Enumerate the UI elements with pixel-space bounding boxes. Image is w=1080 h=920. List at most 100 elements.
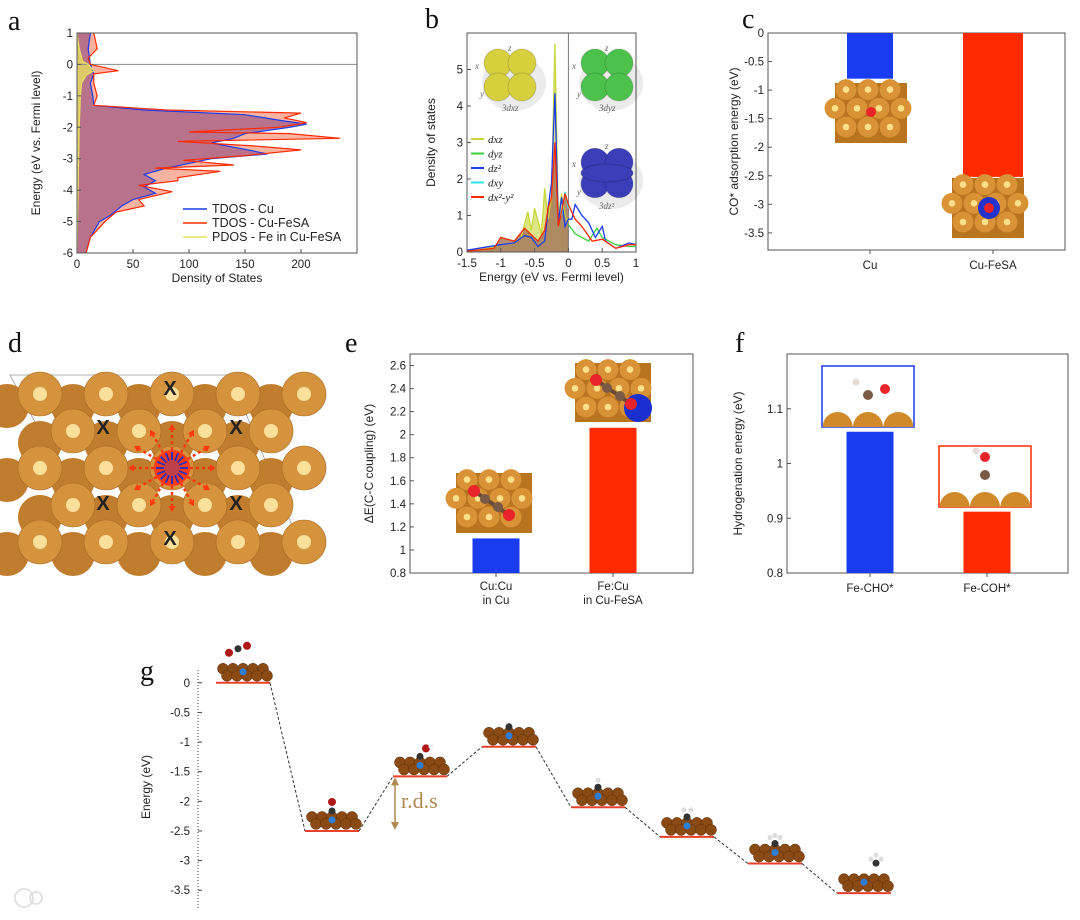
atom-highlight bbox=[970, 200, 978, 207]
adsorbate-atom bbox=[777, 835, 783, 841]
plot-frame-c bbox=[767, 32, 1066, 251]
atom-highlight bbox=[948, 200, 956, 207]
copper-atom bbox=[783, 850, 795, 863]
y-tick-label: -3.5 bbox=[744, 228, 764, 240]
y-tick-label: 0 bbox=[67, 59, 73, 71]
y-tick-label: 1.1 bbox=[767, 404, 783, 416]
legend-label: dx²-y² bbox=[488, 192, 514, 204]
copper-atom bbox=[517, 734, 529, 746]
intermediate-structure-3 bbox=[483, 723, 539, 746]
adsorbate-atom bbox=[767, 835, 773, 841]
panel-label-f: f bbox=[735, 328, 745, 359]
adsorbate-atom bbox=[328, 807, 336, 815]
copper-atom bbox=[438, 763, 450, 776]
adsorbate-atom bbox=[505, 723, 513, 731]
axis-letter-y: y bbox=[479, 89, 484, 99]
legend-label: TDOS - Cu-FeSA bbox=[212, 216, 310, 230]
bar-e-1 bbox=[589, 427, 637, 573]
adsorbate-atom bbox=[328, 797, 336, 806]
atom-highlight bbox=[886, 86, 894, 93]
panel-label-e: e bbox=[345, 328, 357, 359]
iron-atom bbox=[683, 822, 691, 830]
iron-atom bbox=[505, 732, 513, 740]
rds-label: r.d.s bbox=[401, 788, 438, 813]
y-tick-label: -1 bbox=[180, 737, 190, 749]
orbital-lobe bbox=[507, 72, 537, 102]
atom-highlight bbox=[99, 387, 113, 401]
adsorbate-atom bbox=[688, 807, 694, 813]
legend-label: dyz bbox=[488, 149, 503, 161]
copper-atom bbox=[853, 412, 883, 427]
y-tick-label: -0.5 bbox=[170, 707, 190, 719]
x-tick-label: -1 bbox=[496, 258, 506, 270]
arrowhead bbox=[203, 483, 211, 491]
copper-atom bbox=[487, 734, 499, 746]
legend-label: dxy bbox=[488, 178, 503, 190]
category-label: Cu:Cu bbox=[480, 581, 513, 593]
atom-highlight bbox=[264, 498, 278, 512]
copper-atom bbox=[695, 824, 707, 836]
atom-highlight bbox=[463, 476, 471, 483]
atom-highlight bbox=[264, 424, 278, 438]
carbon-atom bbox=[980, 470, 990, 480]
series-line-4 bbox=[466, 142, 636, 252]
atom-highlight bbox=[831, 105, 839, 112]
adsorbate-atom bbox=[225, 648, 233, 657]
iron-atom bbox=[239, 668, 247, 676]
copper-atom bbox=[261, 670, 273, 682]
y-axis-label: Energy (eV vs. Fermi level) bbox=[29, 71, 43, 216]
adsorbate-atom bbox=[590, 374, 602, 386]
y-axis-label: Energy (eV) bbox=[139, 755, 153, 819]
atom-highlight bbox=[33, 535, 47, 549]
legend-label: PDOS - Fe in Cu-FeSA bbox=[212, 230, 342, 244]
series-line-2 bbox=[466, 93, 637, 251]
category-label: Fe-CHO* bbox=[846, 583, 894, 595]
copper-atom bbox=[793, 850, 805, 863]
orbital-label: 3dxz bbox=[501, 103, 519, 113]
axis-letter-x: x bbox=[571, 61, 576, 71]
connector-line bbox=[269, 682, 306, 832]
copper-atom bbox=[221, 670, 233, 682]
atom-highlight bbox=[593, 385, 601, 392]
arrowhead bbox=[168, 506, 176, 512]
y-tick-label: -5 bbox=[63, 217, 73, 229]
y-tick-label: 1.4 bbox=[390, 499, 407, 511]
copper-atom bbox=[428, 763, 440, 776]
blocked-site-marker: X bbox=[96, 493, 110, 515]
y-tick-label: 0.8 bbox=[767, 568, 783, 580]
atom-highlight bbox=[33, 387, 47, 401]
y-tick-label: 0 bbox=[184, 678, 190, 690]
orbital-image-0: z x y 3dxz bbox=[474, 43, 546, 113]
copper-atom bbox=[872, 880, 884, 892]
arrowhead bbox=[187, 499, 195, 507]
y-tick-label: -1 bbox=[754, 85, 764, 97]
atom-highlight bbox=[981, 218, 989, 226]
copper-atom bbox=[398, 763, 410, 776]
copper-atom bbox=[939, 492, 970, 507]
adsorbate-atom bbox=[873, 852, 879, 858]
blocked-site-marker: X bbox=[229, 417, 243, 439]
copper-atom bbox=[616, 794, 628, 806]
atom-highlight bbox=[99, 461, 113, 475]
y-tick-label: 2 bbox=[457, 174, 463, 186]
axis-letter-z: z bbox=[604, 43, 609, 53]
connector-line bbox=[801, 863, 838, 894]
inset-fe-cho bbox=[821, 365, 915, 428]
copper-atom bbox=[340, 818, 352, 830]
orbital-torus bbox=[580, 163, 634, 183]
copper-atom bbox=[882, 880, 894, 892]
x-tick-label: 0.5 bbox=[594, 258, 610, 270]
copper-atom bbox=[970, 492, 1000, 507]
arrowhead bbox=[133, 483, 141, 491]
atom-highlight bbox=[571, 385, 579, 392]
adsorbate-atom bbox=[493, 502, 503, 512]
y-tick-label: -3 bbox=[180, 856, 190, 868]
intermediate-structure-0 bbox=[217, 641, 273, 682]
bar-c-0 bbox=[847, 33, 893, 79]
adsorbate-atom bbox=[602, 383, 612, 393]
watermark-icon bbox=[29, 891, 43, 905]
atom-highlight bbox=[1014, 200, 1022, 207]
watermark-icon bbox=[14, 888, 34, 908]
inset-fe-coh bbox=[938, 445, 1032, 508]
